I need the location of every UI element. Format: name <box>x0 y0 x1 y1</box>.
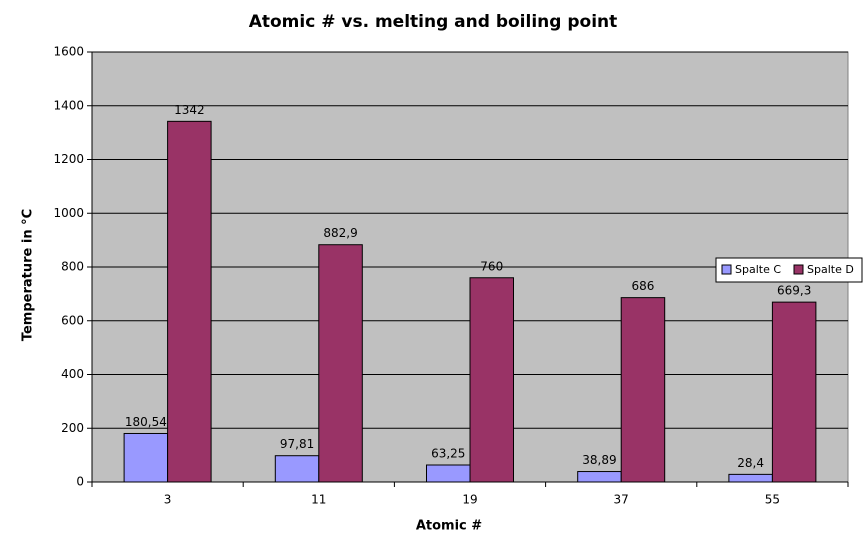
value-label: 63,25 <box>431 447 465 461</box>
value-label: 28,4 <box>737 456 764 470</box>
legend <box>715 257 863 283</box>
y-tick-label: 1200 <box>53 152 84 166</box>
bar <box>318 244 363 483</box>
y-tick-label: 200 <box>61 421 84 435</box>
value-label: 669,3 <box>777 284 811 298</box>
y-tick-label: 0 <box>76 475 84 489</box>
chart-title: Atomic # vs. melting and boiling point <box>249 12 618 32</box>
bar <box>426 464 471 483</box>
legend-label: Spalte D <box>807 263 854 276</box>
bar <box>123 432 169 483</box>
bar <box>620 297 666 483</box>
bar <box>771 301 817 483</box>
bar <box>728 473 773 483</box>
x-tick-label: 3 <box>164 493 172 507</box>
x-tick-label: 11 <box>311 493 326 507</box>
y-tick-label: 1000 <box>53 206 84 220</box>
y-axis-title: Temperature in °C <box>21 209 36 341</box>
value-label: 180,54 <box>125 415 167 429</box>
y-tick-label: 800 <box>61 260 84 274</box>
x-tick-label: 55 <box>765 493 780 507</box>
legend-swatch <box>793 264 804 275</box>
x-axis-title: Atomic # <box>416 519 482 534</box>
x-tick-label: 19 <box>462 493 477 507</box>
bar <box>167 120 212 483</box>
value-label: 686 <box>631 279 654 293</box>
value-label: 1342 <box>174 103 205 117</box>
bar <box>274 455 320 483</box>
y-tick-label: 400 <box>61 367 84 381</box>
y-tick-label: 1400 <box>53 98 84 112</box>
bar <box>469 277 514 483</box>
legend-label: Spalte C <box>735 263 781 276</box>
x-tick-label: 37 <box>614 493 629 507</box>
legend-swatch <box>721 264 732 275</box>
value-label: 97,81 <box>280 437 314 451</box>
value-label: 882,9 <box>323 226 357 240</box>
y-tick-label: 1600 <box>53 45 84 59</box>
y-tick-label: 600 <box>61 313 84 327</box>
value-label: 38,89 <box>582 453 616 467</box>
bar <box>577 471 622 483</box>
value-label: 760 <box>480 259 503 273</box>
